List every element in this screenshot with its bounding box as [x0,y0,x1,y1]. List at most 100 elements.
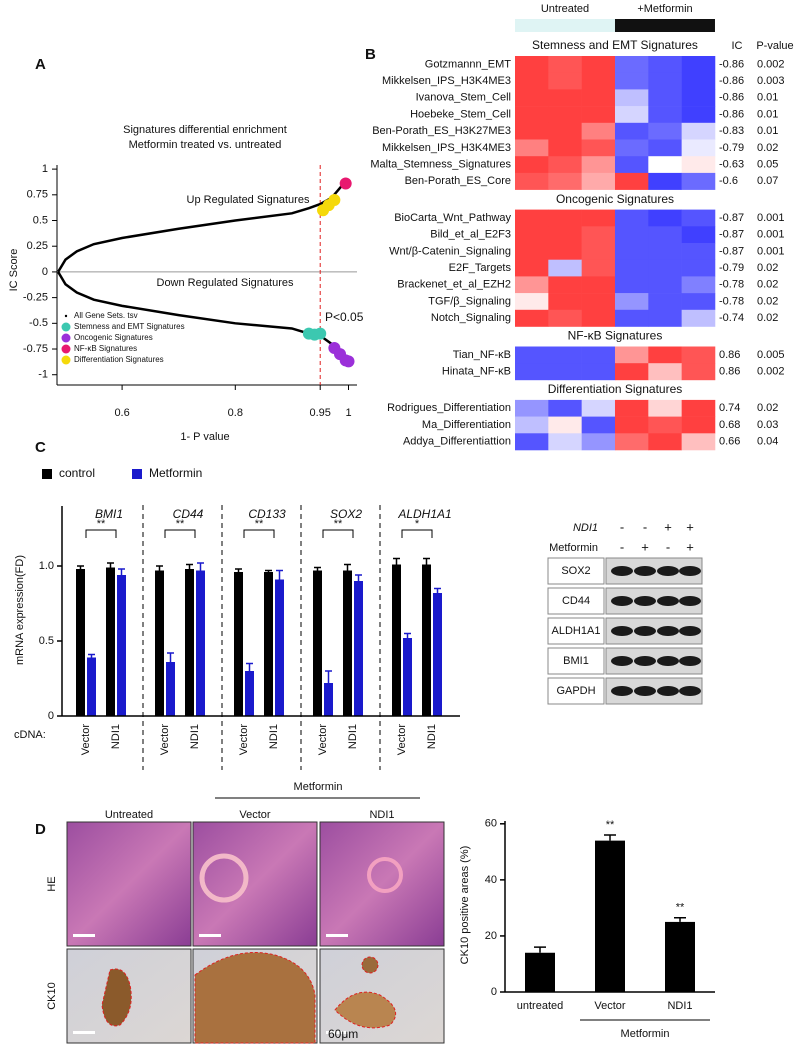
row-label: Brackenet_et_al_EZH2 [397,279,511,291]
heatmap-cell [581,259,616,277]
heatmap-cell [548,106,582,124]
heatmap-cell [648,172,682,190]
heatmap-cell [548,209,582,227]
bar [343,570,352,716]
heatmap-cell [681,416,716,434]
row-label: Ivanova_Stem_Cell [416,92,511,104]
condition-sign: + [686,519,694,534]
band-label: ALDH1A1 [552,625,601,637]
ic-value: -0.86 [719,58,744,70]
heatmap-cell [648,89,682,107]
blot-label-box [547,587,605,615]
significance-bracket [243,529,275,538]
blot-band [679,626,701,636]
scale-bar [326,934,348,937]
condition-sign: + [664,519,672,534]
heatmap-cell [648,72,682,90]
legend-swatch [132,469,142,479]
band-label: BMI1 [563,655,589,667]
heatmap-cell [515,89,549,107]
heatmap-cell [648,276,682,294]
heatmap-cell [681,56,716,73]
heatmap-cell [648,416,682,434]
y-tick-label: 40 [485,874,497,886]
heatmap-cell [515,259,549,277]
value-column-header: P-value [756,40,793,52]
ic-value: -0.74 [719,312,744,324]
heatmap-cell [614,89,649,107]
signature-point [339,177,352,190]
ic-value: -0.6 [719,175,738,187]
blot-band [657,596,679,606]
legend-label: NF-κB Signatures [74,344,137,353]
row-label: Ben-Porath_ES_Core [405,175,511,187]
y-axis-label: CK10 positive areas (%) [459,846,471,965]
panel-label: D [35,821,46,838]
heatmap-cell [548,89,582,107]
heatmap-cell [581,226,616,244]
p-value: 0.003 [757,75,785,87]
group-label: Metformin [621,1028,670,1040]
y-tick-label: -1 [38,369,48,381]
heatmap-cell [681,226,716,244]
ring [199,853,249,903]
heatmap-cell [614,293,649,311]
signature-point [328,193,341,206]
category-label: Vector [396,724,408,756]
stain-region [361,956,379,974]
bar [665,921,695,992]
heatmap-cell [681,139,716,157]
heatmap-cell [648,209,682,227]
blot-band [657,566,679,576]
heatmap-cell [681,346,716,364]
heatmap-cell [648,363,682,381]
panel-label: A [35,56,46,73]
p-value: 0.01 [757,92,778,104]
category-label: NDI1 [426,724,438,749]
ic-value: -0.79 [719,142,744,154]
heatmap-cell [515,56,549,73]
ic-value: 0.66 [719,436,740,448]
row-label: Malta_Stemness_Signatures [370,158,511,170]
heatmap-cell [581,416,616,434]
bar [525,952,555,992]
scale-bar [199,934,221,937]
stain-region [334,991,397,1029]
legend-label: Oncogenic Signatures [74,333,153,342]
heatmap-cell [648,259,682,277]
ic-value: 0.74 [719,402,740,414]
condition-sign: - [666,539,670,554]
group-label: Metformin [294,781,343,793]
x-tick-label: 1 [345,407,351,419]
bar [117,575,126,716]
p-value: 0.02 [757,312,778,324]
significance-bracket [401,529,433,538]
blot-label-box [547,647,605,675]
heatmap-cell [681,72,716,90]
heatmap-cell [548,72,582,90]
condition-sign: - [643,519,647,534]
ic-value: -0.79 [719,262,744,274]
p-value: 0.04 [757,436,778,448]
heatmap-cell [614,433,649,451]
y-tick-label: 0.5 [39,635,54,647]
heatmap-cell [648,433,682,451]
error-bar [534,946,546,953]
heatmap-cell [515,209,549,227]
y-axis-label: mRNA expression(FD) [14,555,26,665]
legend-label: control [59,466,95,480]
error-bar [393,557,400,565]
heatmap-cell [548,243,582,260]
blot-label-box [547,557,605,585]
group-title: Stemness and EMT Signatures [532,38,698,52]
heatmap-cell [548,309,582,327]
ring [367,857,403,893]
error-bar [156,565,163,571]
x-axis-label: cDNA: [14,729,46,741]
blot-band [611,656,633,666]
p-value: 0.001 [757,229,785,241]
heatmap-cell [614,106,649,124]
ic-value: -0.83 [719,125,744,137]
heatmap-cell [614,276,649,294]
heatmap-cell [648,56,682,73]
